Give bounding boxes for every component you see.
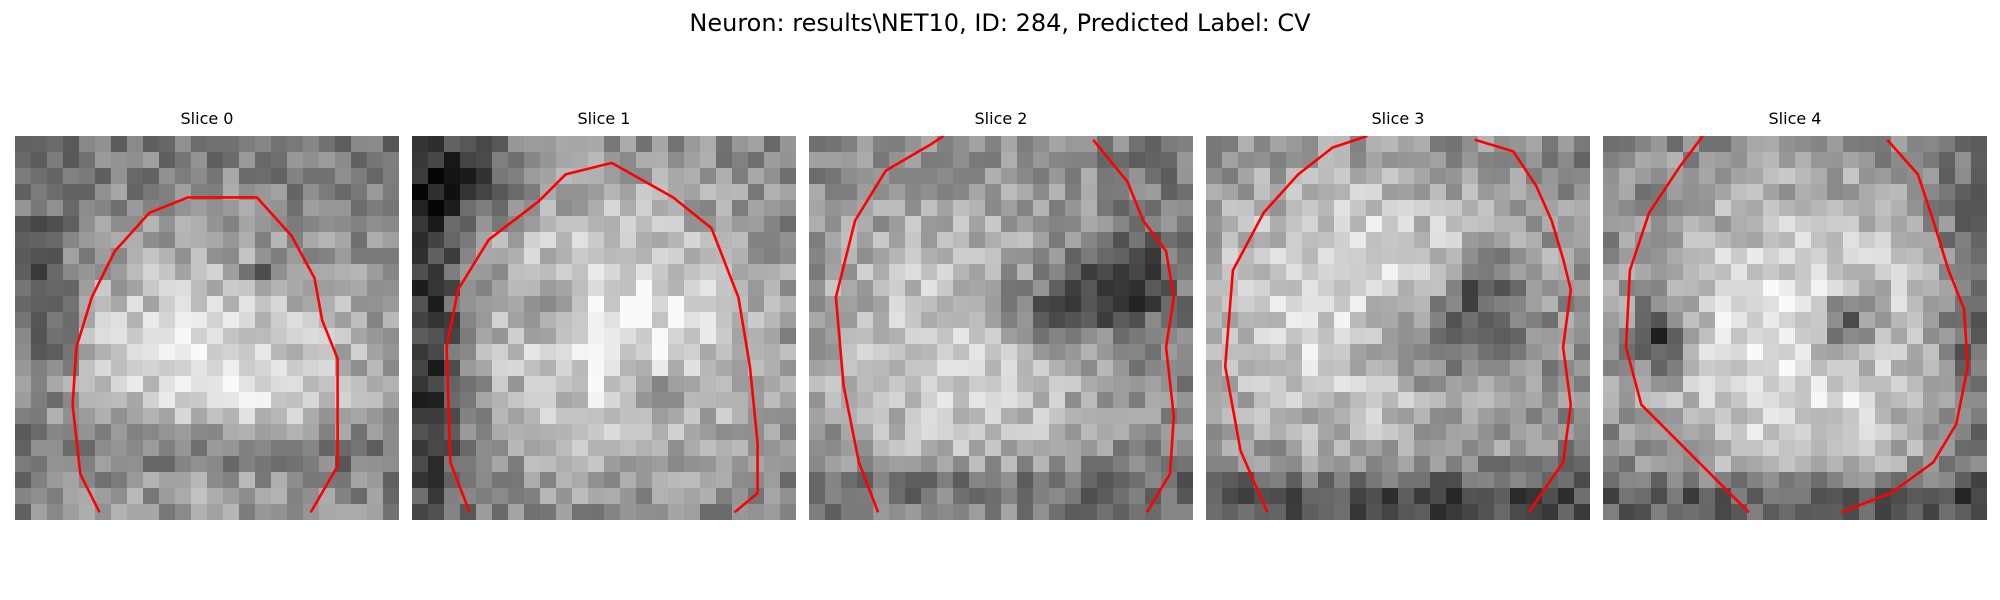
slice-panel-3: Slice 3 [1206,108,1590,520]
slice-image [809,136,1193,520]
contour-line [1624,136,1750,514]
figure-title: Neuron: results\NET10, ID: 284, Predicte… [689,9,1311,37]
slice-title: Slice 4 [1768,109,1822,128]
slice-panel-0: Slice 0 [15,108,399,520]
pixel-grid [15,136,399,520]
contour-line [1092,138,1176,513]
pixel-grid [412,136,796,520]
pixel-grid [1206,136,1590,520]
contour-line [71,196,339,513]
slice-panel-2: Slice 2 [809,108,1193,520]
slice-title: Slice 2 [974,109,1028,128]
slice-image [412,136,796,520]
contour-line [1474,138,1573,514]
slice-panel-4: Slice 4 [1603,108,1987,520]
slice-title: Slice 0 [180,109,234,128]
slice-title: Slice 1 [577,109,631,128]
contour-line [1840,138,1970,514]
pixel-grid [809,136,1193,520]
contour-line [1223,136,1368,513]
contour-line [445,161,759,514]
slice-title: Slice 3 [1371,109,1425,128]
contour-line [834,136,945,513]
slice-image [15,136,399,520]
slice-panel-1: Slice 1 [412,108,796,520]
pixel-grid [1603,136,1987,520]
slice-image [1603,136,1987,520]
slice-image [1206,136,1590,520]
